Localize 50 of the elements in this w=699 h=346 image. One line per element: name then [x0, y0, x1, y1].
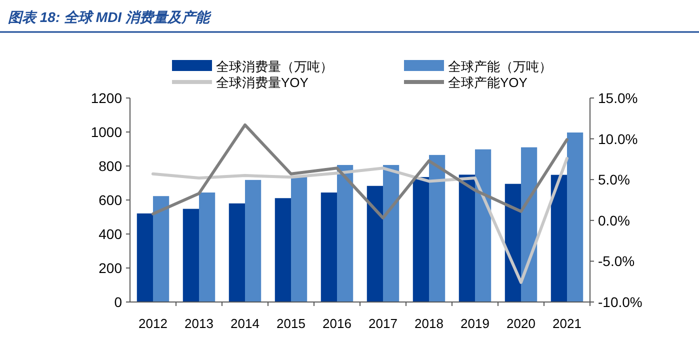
legend-label: 全球消费量YOY: [216, 75, 309, 90]
bar: [199, 192, 216, 302]
bar: [245, 180, 262, 302]
y2-tick-label: -10.0%: [598, 294, 642, 310]
x-tick-label: 2013: [184, 316, 214, 331]
bar: [383, 164, 400, 302]
bar: [475, 149, 492, 302]
x-tick-label: 2017: [368, 316, 398, 331]
y2-tick-label: 5.0%: [598, 172, 630, 188]
bar: [550, 174, 567, 302]
y2-tick-label: -5.0%: [598, 253, 635, 270]
bar: [567, 132, 584, 302]
x-tick-label: 2019: [460, 316, 490, 331]
x-tick-label: 2018: [414, 316, 444, 331]
x-tick-label: 2015: [276, 316, 306, 331]
bar: [429, 154, 446, 302]
legend-label: 全球消费量（万吨）: [216, 59, 333, 74]
y-tick-label: 400: [98, 226, 122, 242]
x-tick-label: 2020: [506, 316, 536, 331]
y-tick-label: 800: [98, 158, 122, 174]
bar: [412, 177, 429, 302]
bar: [153, 196, 170, 302]
y2-tick-label: 15.0%: [598, 90, 638, 106]
bar: [182, 208, 199, 302]
x-tick-label: 2021: [552, 316, 582, 331]
bar: [337, 164, 354, 302]
line-series: [152, 123, 568, 220]
bar: [521, 147, 538, 302]
bar: [320, 192, 337, 302]
y-tick-label: 1000: [90, 124, 122, 140]
x-tick-label: 2014: [230, 316, 260, 331]
y-tick-label: 600: [98, 192, 122, 208]
y2-tick-label: 0.0%: [598, 212, 630, 228]
bar: [458, 174, 475, 302]
bar: [228, 203, 245, 302]
bar: [274, 198, 291, 302]
x-tick-label: 2012: [138, 316, 168, 331]
legend-label: 全球产能（万吨）: [448, 59, 552, 74]
bar: [291, 176, 308, 302]
y-tick-label: 0: [114, 294, 122, 310]
y-tick-label: 200: [98, 260, 122, 276]
chart-title: 图表 18: 全球 MDI 消费量及产能: [8, 9, 212, 25]
y-tick-label: 1200: [90, 90, 122, 106]
line-series: [152, 156, 568, 284]
bar: [136, 213, 153, 302]
y2-tick-label: 10.0%: [598, 130, 638, 147]
x-tick-label: 2016: [322, 316, 352, 331]
bar: [366, 186, 383, 302]
legend-label: 全球产能YOY: [448, 75, 528, 90]
bar: [504, 184, 521, 302]
